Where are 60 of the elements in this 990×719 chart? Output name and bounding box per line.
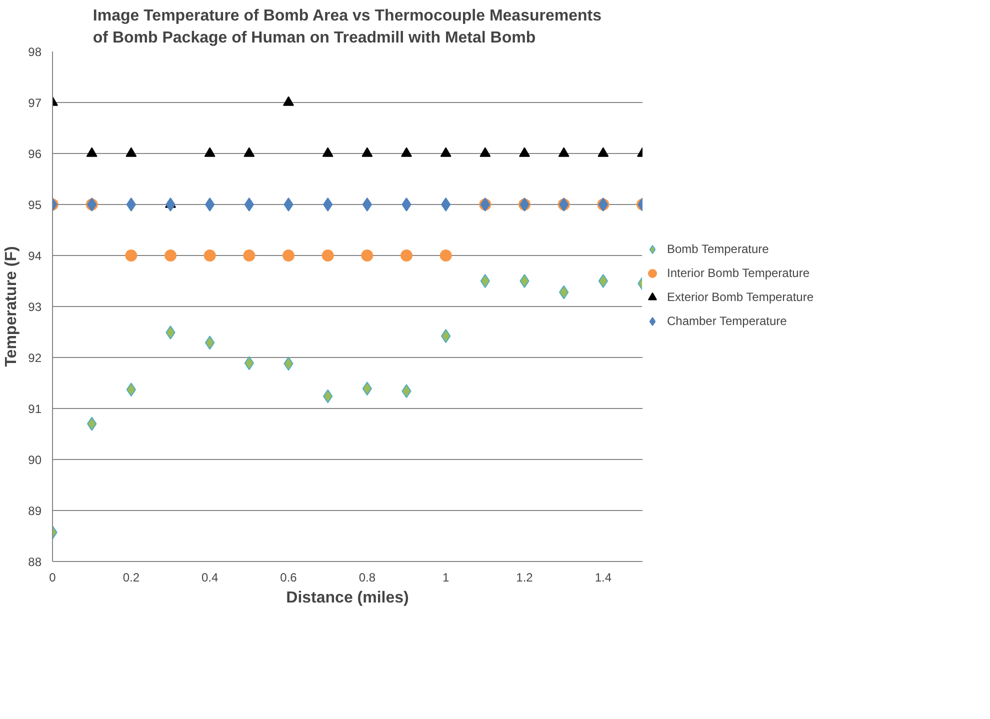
point bbox=[244, 147, 255, 157]
point bbox=[440, 147, 452, 157]
point bbox=[520, 274, 530, 288]
x-tick-label: 1.2 bbox=[516, 570, 534, 584]
point bbox=[402, 198, 412, 212]
point bbox=[519, 147, 530, 157]
point bbox=[362, 147, 373, 157]
y-tick-label: 92 bbox=[28, 351, 42, 365]
point bbox=[441, 198, 451, 212]
point bbox=[125, 250, 138, 262]
x-tick-label: 0 bbox=[49, 570, 56, 584]
point bbox=[204, 250, 216, 262]
y-tick-label: 93 bbox=[28, 300, 42, 314]
x-tick-label: 0.2 bbox=[122, 570, 140, 584]
point bbox=[361, 250, 374, 262]
x-tick-label: 1.4 bbox=[594, 570, 612, 584]
y-tick-label: 91 bbox=[28, 402, 42, 416]
y-tick-label: 90 bbox=[28, 453, 42, 467]
point bbox=[284, 198, 294, 212]
legend-label: Exterior Bomb Temperature bbox=[667, 290, 814, 304]
point bbox=[598, 147, 609, 157]
point bbox=[282, 250, 294, 262]
point bbox=[558, 147, 570, 157]
point bbox=[322, 147, 334, 157]
y-tick-label: 94 bbox=[28, 249, 42, 263]
legend-label: Bomb Temperature bbox=[667, 242, 769, 256]
point bbox=[166, 198, 176, 212]
point bbox=[164, 250, 176, 262]
point bbox=[126, 147, 137, 157]
y-tick-label: 95 bbox=[28, 198, 42, 212]
y-tick-label: 97 bbox=[28, 96, 42, 110]
legend-label: Chamber Temperature bbox=[667, 314, 787, 328]
point bbox=[283, 96, 294, 106]
point bbox=[243, 250, 256, 262]
x-tick-label: 0.8 bbox=[358, 570, 376, 584]
y-axis-title: Temperature (F) bbox=[3, 246, 20, 367]
point bbox=[322, 250, 334, 262]
point bbox=[480, 274, 490, 288]
y-tick-label: 89 bbox=[28, 504, 42, 518]
point bbox=[598, 274, 608, 288]
point bbox=[480, 147, 491, 157]
point bbox=[401, 147, 412, 157]
y-tick-label: 96 bbox=[28, 147, 42, 161]
point bbox=[400, 250, 412, 262]
point bbox=[440, 250, 452, 262]
point bbox=[86, 147, 98, 157]
chart-title: Image Temperature of Bomb Area vs Thermocouple Measurements of Bomb Package of Human on Treadmill with Metal Bomb bbox=[92, 7, 602, 46]
x-tick-label: 0.4 bbox=[201, 570, 218, 584]
point bbox=[323, 198, 333, 212]
x-tick-label: 0.6 bbox=[280, 570, 298, 584]
x-tick-label: 1 bbox=[442, 570, 450, 584]
point bbox=[204, 147, 216, 157]
y-tick-label: 88 bbox=[28, 555, 42, 569]
point bbox=[205, 198, 215, 212]
legend-label: Interior Bomb Temperature bbox=[667, 266, 810, 280]
point bbox=[126, 198, 136, 212]
y-tick-label: 98 bbox=[28, 45, 42, 59]
point bbox=[244, 198, 254, 212]
x-axis-title: Distance (miles) bbox=[286, 590, 409, 606]
point bbox=[362, 198, 372, 212]
